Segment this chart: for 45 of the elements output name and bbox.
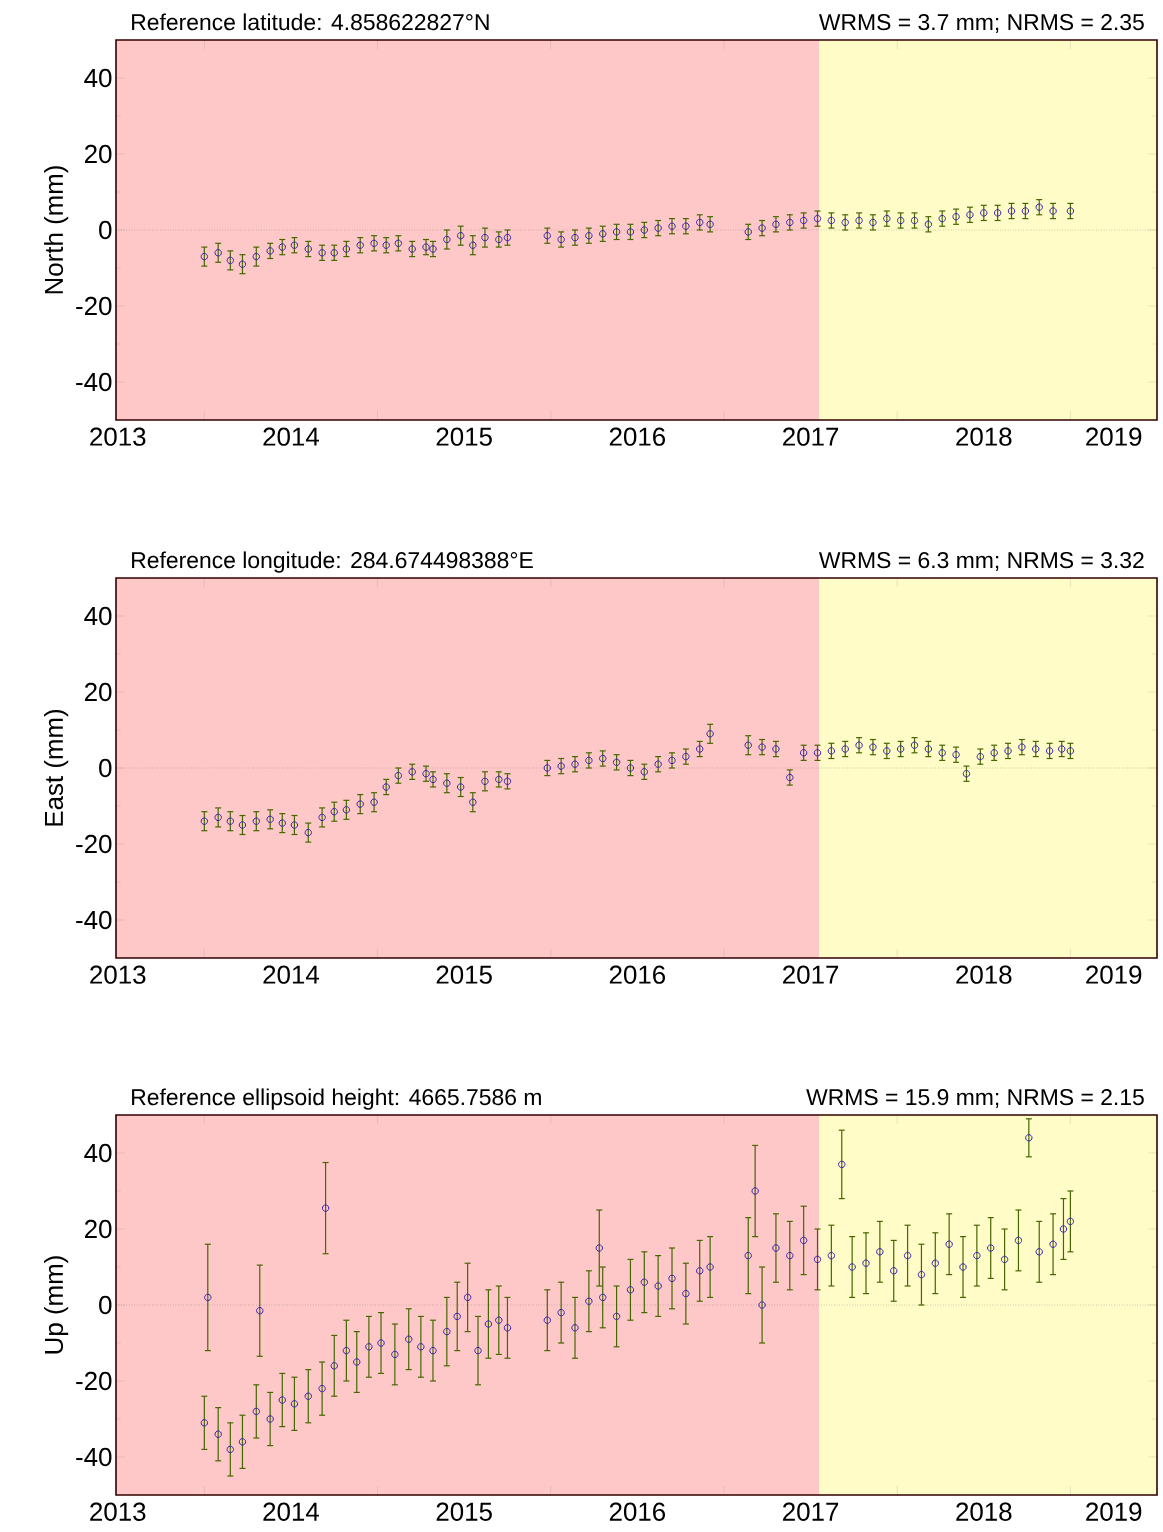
x-tick-label: 2018 [956, 427, 1012, 446]
y-tick-label: -20 [76, 1371, 112, 1391]
x-tick-label: 2015 [436, 965, 492, 984]
chart-title: Reference ellipsoid height: 4665.7586 m [132, 1088, 541, 1110]
y-tick-label: -40 [76, 910, 112, 930]
x-tick-label: 2013 [90, 427, 146, 446]
y-tick-label: -40 [76, 372, 112, 392]
y-tick-label: -20 [76, 296, 112, 316]
x-tick-label: 2016 [609, 1502, 666, 1521]
y-tick-label: 0 [99, 1295, 112, 1315]
x-tick-label: 2017 [783, 965, 839, 984]
x-tick-label: 2016 [609, 965, 666, 984]
x-tick-label: 2015 [436, 427, 492, 446]
y-tick-label: -40 [76, 1447, 112, 1467]
x-tick-label: 2014 [263, 427, 319, 446]
y-tick-label: 20 [84, 1219, 112, 1239]
y-axis-title: East (mm) [44, 709, 69, 826]
x-tick-label: 2019 [1086, 1502, 1142, 1521]
chart-subtitle: WRMS = 6.3 mm; NRMS = 3.32 [818, 552, 1144, 571]
y-tick-label: 0 [99, 758, 112, 778]
x-tick-label: 2014 [263, 965, 319, 984]
x-tick-label: 2014 [263, 1502, 319, 1521]
x-tick-label: 2015 [436, 1502, 492, 1521]
x-tick-label: 2013 [90, 1502, 146, 1521]
chart-title: Reference latitude: 4.858622827°N [132, 13, 489, 31]
y-tick-label: 40 [84, 68, 112, 88]
chart-subtitle: WRMS = 3.7 mm; NRMS = 2.35 [818, 14, 1144, 33]
x-tick-label: 2013 [90, 965, 146, 984]
y-axis-title: Up (mm) [44, 1256, 69, 1354]
x-tick-label: 2019 [1086, 965, 1142, 984]
chart-subtitle: WRMS = 15.9 mm; NRMS = 2.15 [806, 1089, 1144, 1108]
y-tick-label: -20 [76, 834, 112, 854]
y-tick-label: 40 [84, 606, 112, 626]
y-tick-label: 0 [99, 220, 112, 240]
y-tick-label: 20 [84, 682, 112, 702]
chart-title: Reference longitude: 284.674498388°E [132, 551, 533, 573]
y-tick-label: 20 [84, 144, 112, 164]
x-tick-label: 2018 [956, 1502, 1012, 1521]
x-tick-label: 2017 [783, 1502, 839, 1521]
x-tick-label: 2018 [956, 965, 1012, 984]
y-axis-title: North (mm) [44, 166, 69, 294]
y-tick-label: 40 [84, 1143, 112, 1163]
x-tick-label: 2017 [783, 427, 839, 446]
x-tick-label: 2016 [609, 427, 666, 446]
x-tick-label: 2019 [1086, 427, 1142, 446]
